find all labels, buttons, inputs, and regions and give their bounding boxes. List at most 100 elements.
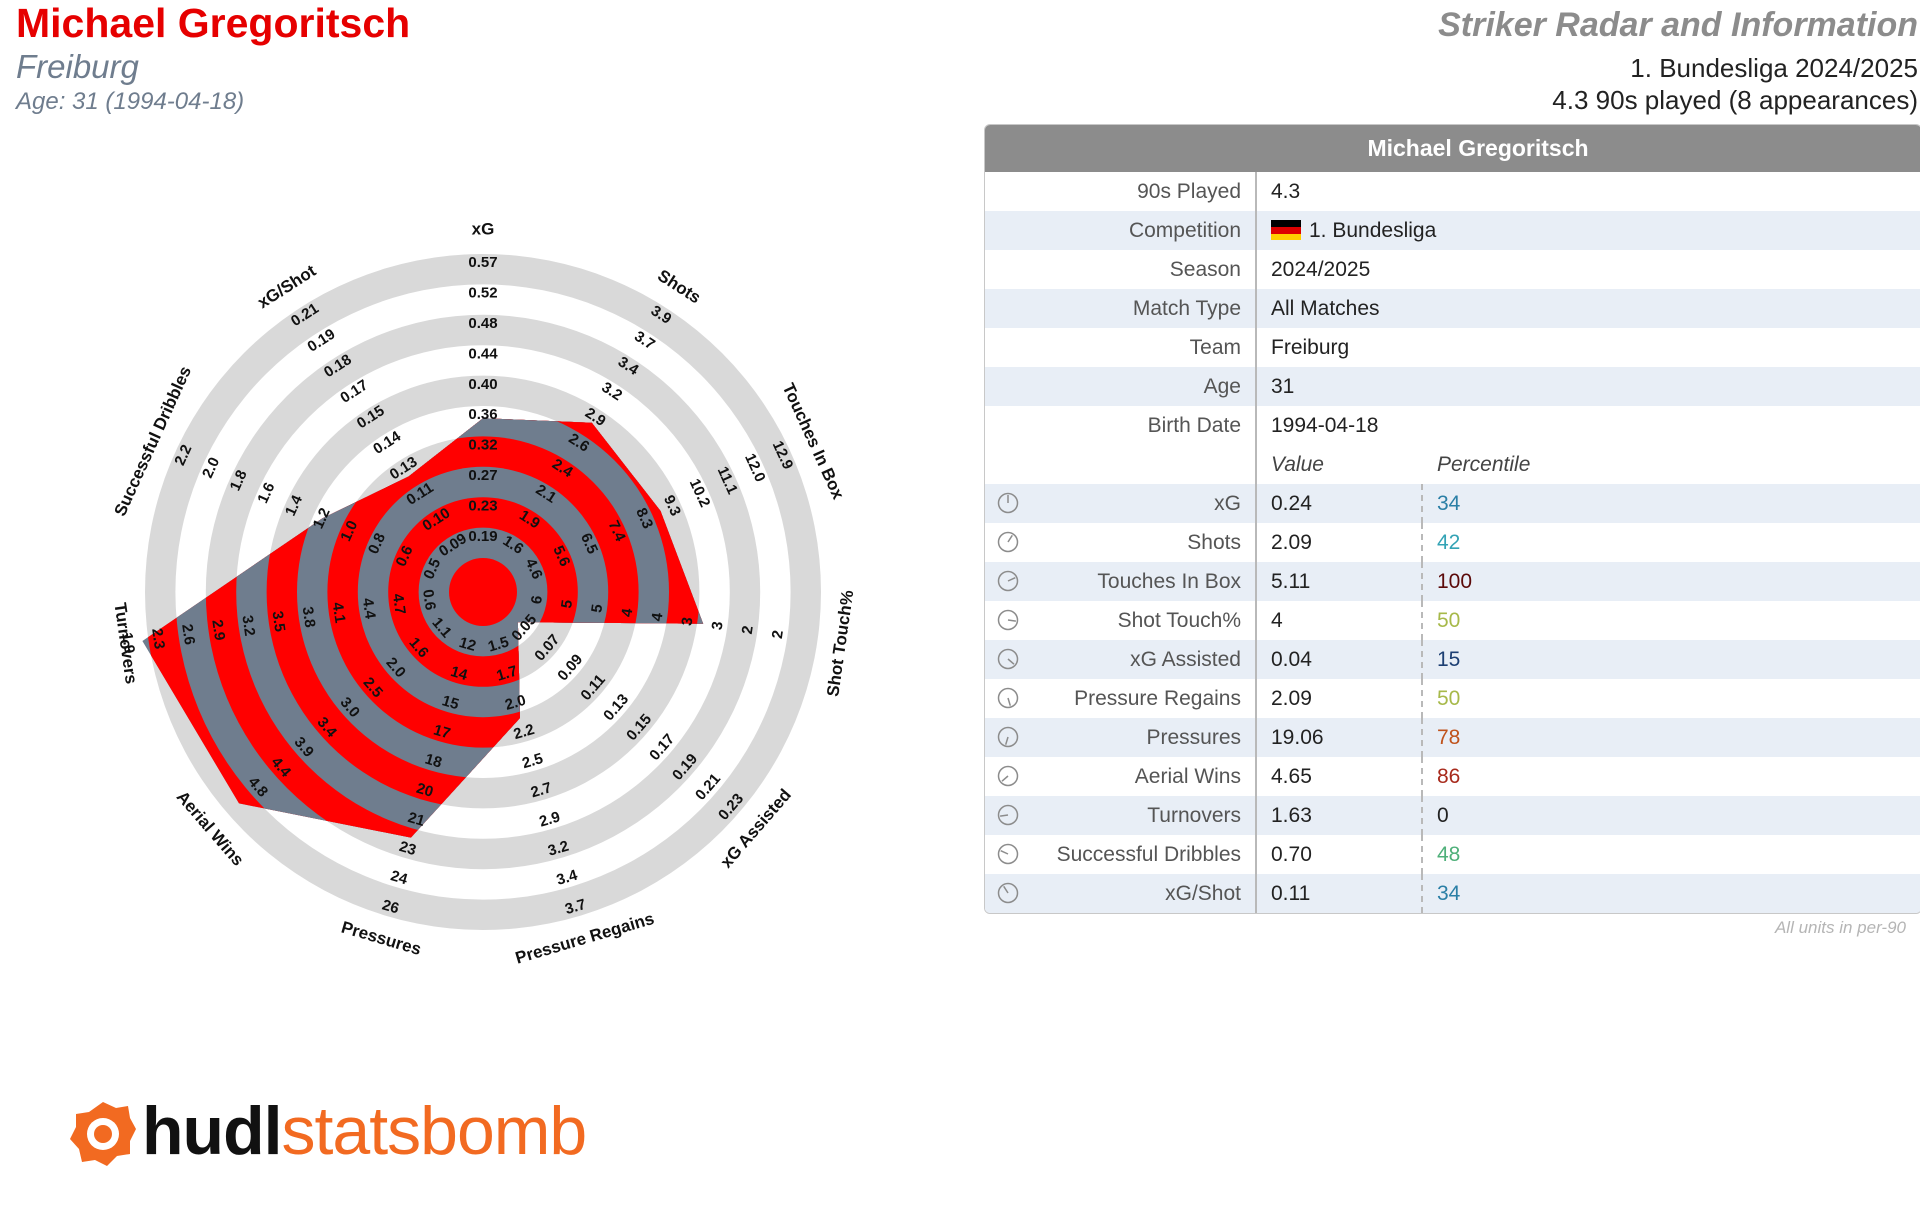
- radar-tick-label: 0.23: [468, 497, 497, 514]
- stat-value: 0.11: [1271, 882, 1311, 905]
- stat-row: Shot Touch% 4 50: [985, 601, 1920, 640]
- stat-row: Pressures 19.06 78: [985, 718, 1920, 757]
- stat-row: Pressure Regains 2.09 50: [985, 679, 1920, 718]
- stat-row: xG Assisted 0.04 15: [985, 640, 1920, 679]
- stat-gauge-icon: [997, 843, 1019, 865]
- stats-header-row: Value Percentile: [985, 445, 1920, 484]
- stat-label: Shot Touch%: [1031, 601, 1257, 640]
- radar-tick-label: 21: [406, 809, 427, 830]
- info-value-text: Freiburg: [1271, 336, 1350, 359]
- radar-tick-label: 0.40: [468, 376, 497, 393]
- stat-label: Turnovers: [1031, 796, 1257, 835]
- radar-tick-label: 15: [440, 692, 461, 713]
- radar-tick-label: 0.36: [468, 406, 497, 423]
- competition-line: 1. Bundesliga 2024/2025: [1630, 53, 1918, 83]
- stat-gauge-icon: [997, 687, 1019, 709]
- radar-tick-label: 0.57: [468, 254, 497, 271]
- info-value-text: 1. Bundesliga: [1309, 219, 1437, 242]
- stat-value: 1.63: [1271, 804, 1312, 827]
- radar-tick-label: 0.52: [468, 285, 497, 302]
- info-label: Match Type: [985, 289, 1257, 328]
- info-label: Birth Date: [985, 406, 1257, 445]
- radar-tick-label: 6: [528, 594, 546, 605]
- stat-value: 19.06: [1271, 726, 1324, 749]
- info-value-text: 2024/2025: [1271, 258, 1371, 281]
- info-label: Team: [985, 328, 1257, 367]
- info-value-text: 31: [1271, 375, 1295, 398]
- info-row: Season 2024/2025: [985, 250, 1920, 289]
- radar-tick-label: 5: [558, 599, 576, 610]
- stat-label: xG Assisted: [1031, 640, 1257, 679]
- stat-gauge-icon: [997, 609, 1019, 631]
- stat-value: 4: [1271, 609, 1283, 632]
- info-value: Freiburg: [1257, 328, 1857, 367]
- units-note: All units in per-90: [1774, 918, 1906, 937]
- info-row: Competition 1. Bundesliga: [985, 211, 1920, 250]
- played-line: 4.3 90s played (8 appearances): [1552, 85, 1918, 115]
- stat-value: 0.24: [1271, 492, 1312, 515]
- info-row: Match Type All Matches: [985, 289, 1920, 328]
- radar-tick-label: 1.5: [486, 633, 511, 655]
- radar-tick-label: 12: [457, 634, 478, 655]
- percentile-column-header: Percentile: [1437, 453, 1531, 476]
- info-value: 1. Bundesliga: [1257, 211, 1857, 250]
- radar-tick-label: 0.27: [468, 467, 497, 484]
- info-label: Season: [985, 250, 1257, 289]
- germany-flag-icon: [1271, 214, 1301, 240]
- stat-percentile: 50: [1421, 601, 1460, 640]
- stat-value: 5.11: [1271, 570, 1311, 593]
- stat-row: Turnovers 1.63 0: [985, 796, 1920, 835]
- stat-percentile: 78: [1421, 718, 1460, 757]
- radar-tick-label: 3.2: [238, 614, 258, 637]
- team-name: Freiburg: [16, 48, 139, 85]
- logo-statsbomb-text: statsbomb: [281, 1093, 588, 1169]
- radar-tick-label: 3.8: [299, 606, 319, 629]
- table-title: Michael Gregoritsch: [985, 125, 1920, 172]
- radar-tick-label: 3: [679, 616, 697, 627]
- stat-gauge-icon: [997, 882, 1019, 904]
- radar-tick-label: 0.48: [468, 315, 497, 332]
- stat-value: 2.09: [1271, 687, 1312, 710]
- radar-tick-label: 3.4: [555, 867, 580, 889]
- hudl-statsbomb-logo: hudlstatsbomb: [66, 1093, 587, 1177]
- radar-tick-label: 2.5: [520, 750, 545, 772]
- stat-gauge-icon: [997, 804, 1019, 826]
- page-title: Striker Radar and Information: [1438, 6, 1918, 44]
- radar-tick-label: 14: [449, 663, 470, 684]
- stat-label: xG: [1031, 484, 1257, 523]
- radar-tick-label: 2.9: [537, 808, 562, 830]
- info-row: 90s Played 4.3: [985, 172, 1920, 211]
- radar-axis-name: Pressures: [339, 918, 423, 959]
- radar-axis-name: xG: [472, 219, 495, 238]
- stat-percentile: 86: [1421, 757, 1460, 796]
- radar-tick-label: 1.7: [495, 662, 520, 684]
- stat-percentile: 34: [1421, 484, 1460, 523]
- radar-tick-label: 2.6: [178, 623, 198, 646]
- radar-axis-name: Shots: [654, 266, 704, 308]
- stat-label: xG/Shot: [1031, 874, 1257, 913]
- stat-gauge-icon: [997, 492, 1019, 514]
- radar-tick-label: 5: [588, 603, 606, 614]
- stat-percentile: 34: [1421, 874, 1460, 913]
- radar-tick-label: 2.3: [148, 627, 168, 650]
- radar-center-dot: [449, 558, 517, 626]
- stat-percentile: 100: [1421, 562, 1472, 601]
- stat-label: Shots: [1031, 523, 1257, 562]
- stat-percentile: 50: [1421, 679, 1460, 718]
- stat-label: Touches In Box: [1031, 562, 1257, 601]
- stat-gauge-icon: [997, 570, 1019, 592]
- radar-tick-label: 2.7: [529, 779, 554, 801]
- info-value: 31: [1257, 367, 1857, 406]
- info-value-text: 4.3: [1271, 180, 1301, 203]
- radar-tick-label: 3.2: [546, 837, 571, 859]
- radar-tick-label: 17: [432, 721, 453, 742]
- radar-axis-name: Shot Touch%: [823, 589, 857, 698]
- radar-tick-label: 3: [709, 620, 727, 631]
- statsbomb-mark-icon: [70, 1102, 136, 1166]
- logo-hudl-text: hudl: [142, 1093, 283, 1169]
- info-label: 90s Played: [985, 172, 1257, 211]
- radar-tick-label: 4.1: [329, 601, 349, 624]
- radar-tick-label: 2: [739, 625, 757, 636]
- radar-tick-label: 4: [648, 611, 666, 622]
- stat-row: Successful Dribbles 0.70 48: [985, 835, 1920, 874]
